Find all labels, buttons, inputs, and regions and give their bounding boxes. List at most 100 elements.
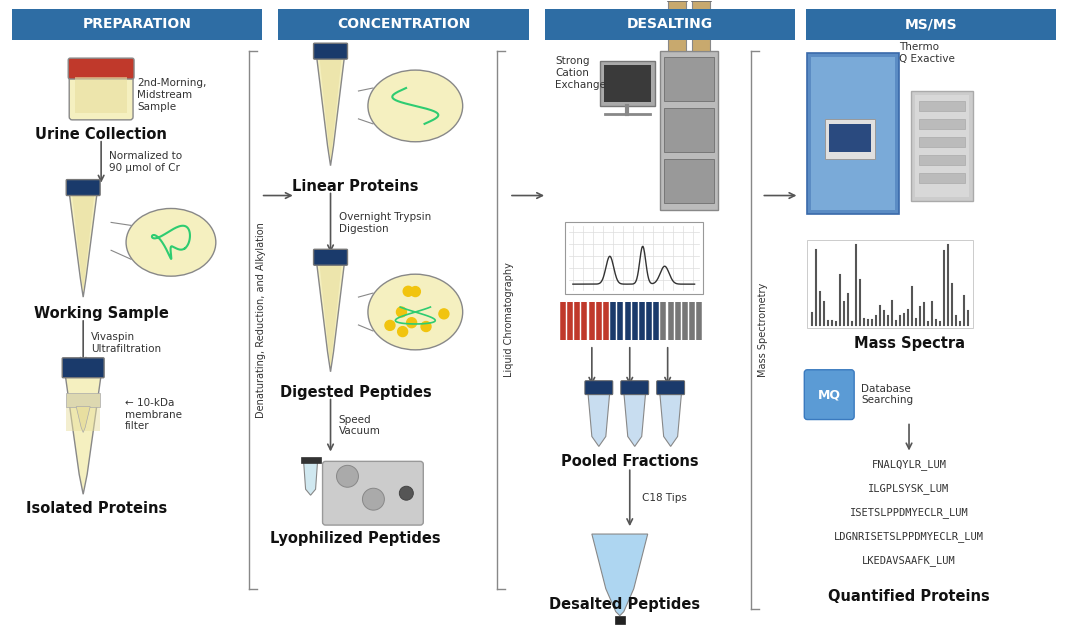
Polygon shape: [65, 375, 101, 494]
Circle shape: [407, 318, 417, 327]
Polygon shape: [76, 406, 90, 432]
Text: Mass Spectrometry: Mass Spectrometry: [758, 283, 768, 377]
FancyBboxPatch shape: [66, 179, 100, 195]
Bar: [615, 616, 625, 624]
Text: Pooled Fractions: Pooled Fractions: [561, 454, 698, 470]
Text: Quantified Proteins: Quantified Proteins: [828, 589, 990, 604]
Text: Database
Searching: Database Searching: [861, 384, 913, 406]
Ellipse shape: [126, 209, 216, 276]
Bar: [300, 458, 320, 463]
Circle shape: [384, 320, 395, 331]
FancyBboxPatch shape: [314, 43, 347, 59]
Bar: [826, 119, 875, 159]
Polygon shape: [303, 461, 317, 495]
Circle shape: [336, 465, 359, 487]
Bar: [66, 406, 100, 432]
Polygon shape: [316, 262, 345, 372]
Bar: [600, 61, 655, 106]
Text: PREPARATION: PREPARATION: [82, 17, 191, 32]
Bar: [565, 222, 703, 294]
Bar: [12, 9, 263, 40]
Text: C18 Tips: C18 Tips: [642, 493, 687, 503]
FancyBboxPatch shape: [69, 70, 134, 120]
Bar: [918, 137, 964, 147]
Bar: [691, 0, 710, 1]
Text: ISETSLPPDMYECLR_LUM: ISETSLPPDMYECLR_LUM: [850, 507, 969, 518]
Circle shape: [396, 307, 407, 317]
Ellipse shape: [368, 274, 462, 350]
Bar: [805, 9, 1056, 40]
Polygon shape: [319, 59, 342, 161]
Polygon shape: [73, 195, 94, 292]
FancyBboxPatch shape: [621, 380, 648, 394]
Bar: [911, 91, 973, 200]
Bar: [660, 51, 718, 210]
Circle shape: [410, 286, 421, 296]
Polygon shape: [624, 392, 646, 446]
Text: ILGPLSYSK_LUM: ILGPLSYSK_LUM: [868, 483, 949, 494]
FancyBboxPatch shape: [314, 249, 347, 265]
Circle shape: [421, 322, 431, 332]
Bar: [663, 159, 713, 202]
Bar: [666, 0, 687, 1]
Text: Working Sample: Working Sample: [34, 306, 169, 321]
Bar: [807, 240, 973, 328]
Bar: [692, 0, 709, 51]
Bar: [75, 77, 127, 113]
Text: Liquid Chromatography: Liquid Chromatography: [504, 262, 514, 377]
Polygon shape: [316, 56, 345, 166]
Polygon shape: [660, 392, 681, 446]
Text: Vivaspin
Ultrafiltration: Vivaspin Ultrafiltration: [91, 332, 161, 354]
Bar: [545, 9, 795, 40]
FancyBboxPatch shape: [804, 370, 854, 420]
Circle shape: [439, 309, 449, 319]
FancyBboxPatch shape: [585, 380, 613, 394]
Text: Normalized to
90 μmol of Cr: Normalized to 90 μmol of Cr: [109, 152, 183, 173]
Text: Mass Spectra: Mass Spectra: [853, 336, 964, 351]
Polygon shape: [587, 392, 610, 446]
Text: Strong
Cation
Exchange: Strong Cation Exchange: [555, 56, 606, 90]
Text: MQ: MQ: [818, 388, 841, 401]
Text: LKEDAVSAAFK_LUM: LKEDAVSAAFK_LUM: [862, 555, 956, 566]
Text: Overnight Trypsin
Digestion: Overnight Trypsin Digestion: [339, 212, 430, 234]
Bar: [668, 0, 686, 51]
Ellipse shape: [368, 70, 462, 142]
Text: Isolated Proteins: Isolated Proteins: [26, 501, 167, 516]
Bar: [663, 108, 713, 152]
Bar: [918, 101, 964, 111]
Text: Speed
Vacuum: Speed Vacuum: [339, 415, 380, 436]
Bar: [663, 57, 713, 101]
Bar: [812, 57, 895, 210]
Circle shape: [397, 327, 408, 337]
Text: CONCENTRATION: CONCENTRATION: [336, 17, 470, 32]
Text: Desalted Peptides: Desalted Peptides: [549, 597, 701, 612]
Text: ← 10-kDa
membrane
filter: ← 10-kDa membrane filter: [125, 398, 182, 431]
Text: Linear Proteins: Linear Proteins: [293, 179, 419, 193]
Bar: [279, 9, 529, 40]
Text: Denaturating, Reduction, and Alkylation: Denaturating, Reduction, and Alkylation: [255, 222, 266, 418]
Circle shape: [362, 489, 384, 510]
Text: LDGNRISETSLPPDMYECLR_LUM: LDGNRISETSLPPDMYECLR_LUM: [834, 531, 984, 542]
Text: 2nd-Morning,
Midstream
Sample: 2nd-Morning, Midstream Sample: [137, 78, 206, 112]
Text: Urine Collection: Urine Collection: [35, 127, 167, 142]
FancyBboxPatch shape: [323, 461, 423, 525]
Bar: [918, 119, 964, 129]
Text: MS/MS: MS/MS: [905, 17, 957, 32]
Circle shape: [404, 286, 413, 296]
Bar: [915, 95, 969, 197]
Bar: [918, 173, 964, 183]
Bar: [66, 392, 100, 406]
FancyBboxPatch shape: [657, 380, 685, 394]
Polygon shape: [592, 534, 647, 616]
Bar: [829, 124, 871, 152]
FancyBboxPatch shape: [68, 58, 135, 79]
Text: Digested Peptides: Digested Peptides: [280, 385, 431, 399]
Bar: [603, 65, 650, 102]
Text: Thermo
Q Exactive: Thermo Q Exactive: [899, 42, 955, 64]
Polygon shape: [319, 265, 342, 367]
Bar: [918, 155, 964, 165]
Text: Lyophilized Peptides: Lyophilized Peptides: [270, 531, 441, 546]
Text: DESALTING: DESALTING: [627, 17, 712, 32]
Polygon shape: [69, 193, 97, 297]
Text: FNALQYLR_LUM: FNALQYLR_LUM: [871, 459, 946, 470]
